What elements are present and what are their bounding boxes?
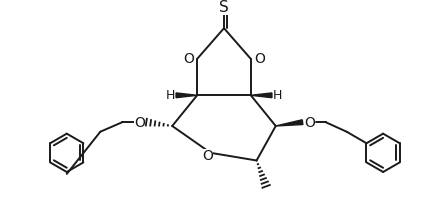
Polygon shape (251, 93, 272, 98)
Text: S: S (219, 0, 229, 15)
Text: O: O (304, 116, 315, 130)
Text: O: O (134, 116, 145, 130)
Polygon shape (276, 120, 303, 126)
Text: O: O (202, 149, 213, 163)
Text: O: O (183, 52, 194, 66)
Text: H: H (166, 89, 175, 102)
Text: H: H (273, 89, 283, 102)
Polygon shape (176, 93, 197, 98)
Text: O: O (254, 52, 265, 66)
